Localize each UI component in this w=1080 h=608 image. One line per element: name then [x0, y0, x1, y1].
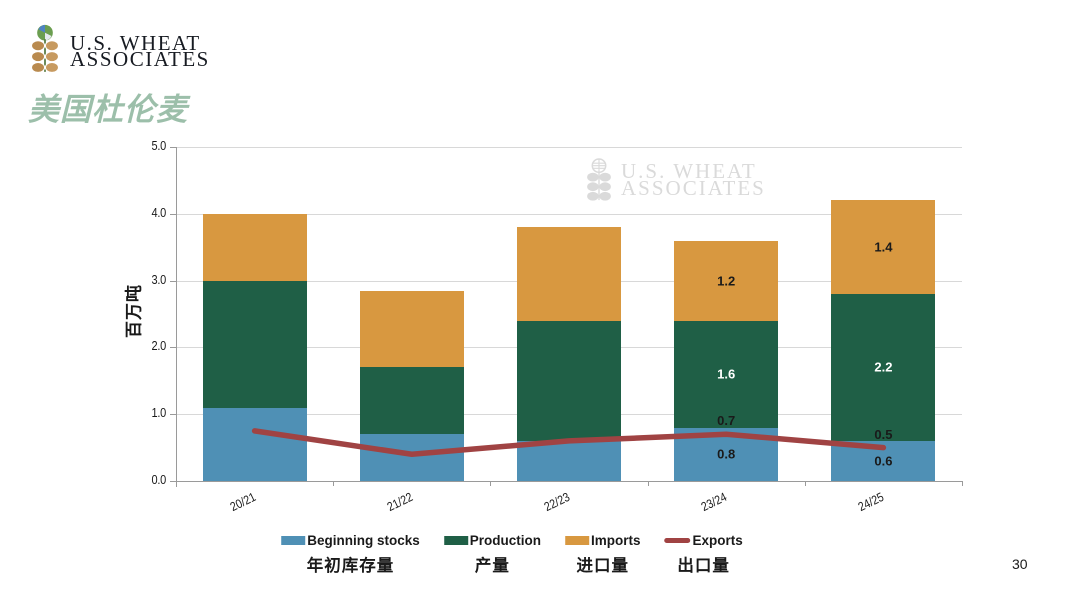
legend-swatch	[564, 536, 589, 545]
logo-line2: ASSOCIATES	[70, 47, 210, 71]
y-tick-mark	[170, 347, 176, 349]
watermark-line1: U.S. WHEAT	[621, 159, 757, 183]
x-axis-line	[176, 481, 962, 482]
bar-segment-production[interactable]	[202, 280, 307, 408]
legend-label-en: Beginning stocks	[307, 533, 420, 548]
bar-segment-imports[interactable]	[674, 240, 779, 321]
x-tick-label: 24/25	[856, 489, 887, 515]
legend-row: Beginning stocks	[281, 533, 420, 548]
watermark: U.S. WHEAT ASSOCIATES	[584, 158, 766, 202]
legend-swatch	[281, 536, 306, 545]
y-tick-mark	[170, 481, 176, 482]
bar-segment-production[interactable]	[674, 320, 779, 428]
bar-segment-beginning-stocks[interactable]	[517, 440, 621, 481]
legend-label-en: Exports	[692, 533, 743, 548]
gridline	[176, 147, 962, 148]
bar-segment-imports[interactable]	[517, 227, 621, 321]
y-tick-label: 0.0	[151, 473, 166, 487]
uswa-logo: U.S. WHEAT ASSOCIATES	[28, 24, 210, 74]
legend-label-zh: 出口量	[677, 557, 730, 575]
bar-segment-imports[interactable]	[831, 200, 936, 294]
y-tick-label: 5.0	[151, 139, 166, 153]
x-tick-mark	[962, 481, 963, 486]
x-tick-mark	[490, 481, 492, 486]
data-label: 0.6	[874, 453, 893, 469]
legend-label-zh: 产量	[474, 557, 510, 575]
bar-segment-production[interactable]	[359, 367, 464, 435]
legend: Beginning stocks 年初库存量 Production 产量 Imports…	[281, 533, 743, 576]
x-tick-label: 23/24	[699, 489, 730, 515]
y-axis-line	[176, 147, 177, 487]
y-tick-mark	[170, 280, 176, 282]
data-label: 1.6	[717, 366, 736, 382]
logo-line1: U.S. WHEAT	[70, 31, 201, 55]
legend-swatch	[664, 538, 691, 543]
y-tick-mark	[170, 213, 176, 215]
legend-label-zh: 进口量	[576, 557, 629, 575]
exports-line-label: 0.5	[874, 426, 893, 442]
legend-row: Production	[443, 533, 541, 548]
wheat-globe-icon	[30, 24, 60, 74]
exports-line-label: 0.7	[717, 413, 736, 429]
y-tick-label: 1.0	[151, 406, 166, 421]
bar-segment-beginning-stocks[interactable]	[359, 434, 464, 481]
x-tick-label: 20/21	[227, 489, 258, 515]
legend-row: Imports	[564, 533, 641, 548]
data-label: 2.2	[874, 359, 893, 375]
bar-segment-imports[interactable]	[202, 213, 307, 281]
x-tick-mark	[804, 481, 806, 486]
x-tick-mark	[176, 481, 177, 486]
legend-swatch	[443, 536, 468, 545]
bar-segment-production[interactable]	[831, 293, 936, 441]
bar-segment-imports[interactable]	[359, 290, 464, 368]
y-tick-label: 4.0	[151, 205, 166, 220]
y-tick-label: 3.0	[151, 272, 166, 287]
legend-item-production: Production 产量	[443, 533, 541, 576]
y-tick-mark	[170, 414, 176, 416]
x-tick-mark	[647, 481, 649, 486]
legend-label-zh: 年初库存量	[306, 557, 395, 575]
y-tick-mark	[170, 147, 176, 148]
legend-label-en: Production	[469, 533, 541, 548]
legend-item-beginning-stocks: Beginning stocks 年初库存量	[281, 533, 420, 576]
data-label: 1.4	[874, 239, 893, 255]
data-label: 0.8	[717, 446, 736, 462]
legend-row: Exports	[664, 533, 743, 548]
x-tick-mark	[333, 481, 335, 486]
data-label: 1.2	[717, 273, 736, 289]
watermark-line2: ASSOCIATES	[621, 176, 766, 200]
watermark-wheat-icon	[587, 158, 611, 201]
exports-line	[251, 428, 887, 458]
y-tick-label: 2.0	[151, 339, 166, 354]
logo-text: U.S. WHEAT ASSOCIATES	[70, 31, 210, 71]
page-number: 30	[1012, 556, 1028, 572]
gridline	[176, 213, 962, 215]
y-axis-title: 百万吨	[124, 284, 144, 338]
watermark-text: U.S. WHEAT ASSOCIATES	[621, 159, 766, 200]
bar-segment-production[interactable]	[517, 320, 621, 441]
x-tick-label: 21/22	[384, 489, 415, 515]
page-title: 美国杜伦麦	[28, 92, 188, 127]
legend-item-exports: Exports 出口量	[664, 533, 743, 576]
bar-segment-beginning-stocks[interactable]	[202, 407, 307, 481]
x-tick-label: 22/23	[541, 489, 573, 515]
legend-item-imports: Imports 进口量	[564, 533, 641, 576]
legend-label-en: Imports	[590, 533, 641, 548]
